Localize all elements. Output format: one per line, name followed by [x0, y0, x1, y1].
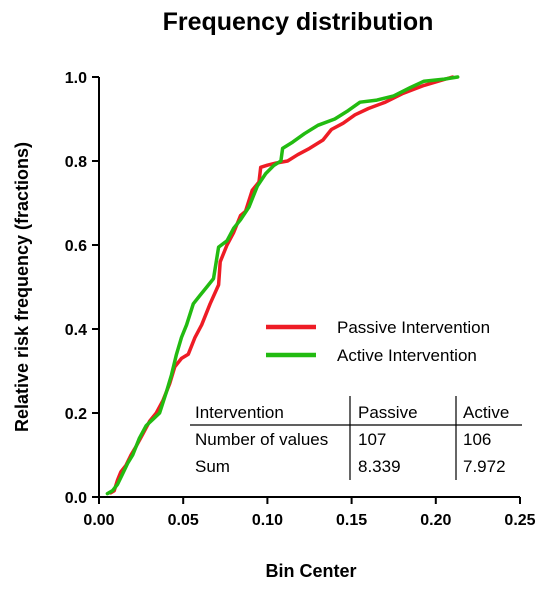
x-tick-label: 0.25 [504, 512, 535, 529]
table-cell: Number of values [195, 430, 328, 449]
y-tick-label: 0.2 [65, 406, 87, 423]
table-header-cell: Passive [358, 403, 418, 422]
y-axis-label: Relative risk frequency (fractions) [12, 142, 32, 432]
table-header-cell: Intervention [195, 403, 284, 422]
y-tick-label: 0.4 [65, 322, 87, 339]
axes: 0.00 0.05 0.10 0.15 0.20 0.25 0.0 0.2 0.4 0.6 0.8 1… [65, 70, 536, 529]
table-cell: 8.339 [358, 457, 401, 476]
legend: Passive Intervention Active Intervention [266, 318, 490, 365]
stats-table: Intervention Passive Active Number of value… [190, 396, 522, 480]
y-tick-label: 0.8 [65, 154, 87, 171]
x-axis-label: Bin Center [265, 561, 356, 581]
series-line-active [105, 75, 460, 496]
table-cell: 106 [463, 430, 491, 449]
x-tick-label: 0.00 [83, 512, 114, 529]
table-cell: 107 [358, 430, 386, 449]
table-cell: Sum [195, 457, 230, 476]
x-tick-label: 0.15 [336, 512, 367, 529]
y-tick-label: 0.6 [65, 238, 87, 255]
x-tick-label: 0.20 [420, 512, 451, 529]
y-tick-label: 1.0 [65, 70, 87, 87]
x-tick-label: 0.05 [168, 512, 199, 529]
chart-title: Frequency distribution [163, 8, 434, 36]
legend-label: Passive Intervention [337, 318, 490, 337]
y-tick-label: 0.0 [65, 490, 87, 507]
table-cell: 7.972 [463, 457, 506, 476]
x-tick-label: 0.10 [252, 512, 283, 529]
table-header-cell: Active [463, 403, 509, 422]
legend-label: Active Intervention [337, 346, 477, 365]
series-layer [105, 75, 460, 496]
